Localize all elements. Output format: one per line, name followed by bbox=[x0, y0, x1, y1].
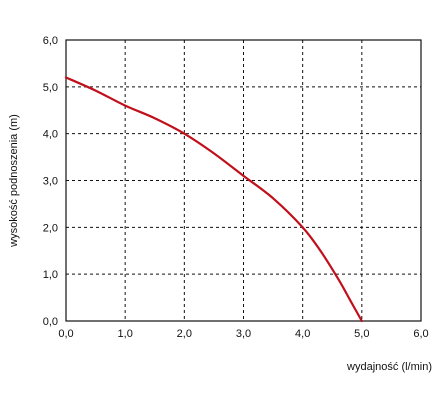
y-tick-label: 2,0 bbox=[43, 222, 58, 234]
series-layer bbox=[64, 76, 363, 323]
x-tick-label: 3,0 bbox=[236, 328, 251, 340]
y-axis-ticks: 0,0 1,0 2,0 3,0 4,0 5,0 6,0 bbox=[43, 35, 58, 328]
y-tick-label: 4,0 bbox=[43, 129, 58, 141]
series-line bbox=[64, 76, 363, 323]
grid-lines bbox=[66, 40, 421, 321]
y-tick-label: 3,0 bbox=[43, 176, 58, 188]
x-tick-label: 2,0 bbox=[177, 328, 192, 340]
y-tick-label: 6,0 bbox=[43, 35, 58, 47]
y-tick-label: 5,0 bbox=[43, 82, 58, 94]
x-axis-ticks: 0,0 1,0 2,0 3,0 4,0 5,0 6,0 bbox=[58, 328, 428, 340]
x-tick-label: 1,0 bbox=[118, 328, 133, 340]
y-tick-label: 1,0 bbox=[43, 269, 58, 281]
x-tick-label: 4,0 bbox=[295, 328, 310, 340]
x-tick-label: 0,0 bbox=[58, 328, 73, 340]
x-tick-label: 5,0 bbox=[354, 328, 369, 340]
x-axis-title: wydajność (l/min) bbox=[346, 361, 432, 373]
y-tick-label: 0,0 bbox=[43, 316, 58, 328]
y-axis-title: wysokość podnoszenia (m) bbox=[8, 114, 20, 248]
plot-frame bbox=[65, 39, 422, 322]
x-tick-label: 6,0 bbox=[413, 328, 428, 340]
